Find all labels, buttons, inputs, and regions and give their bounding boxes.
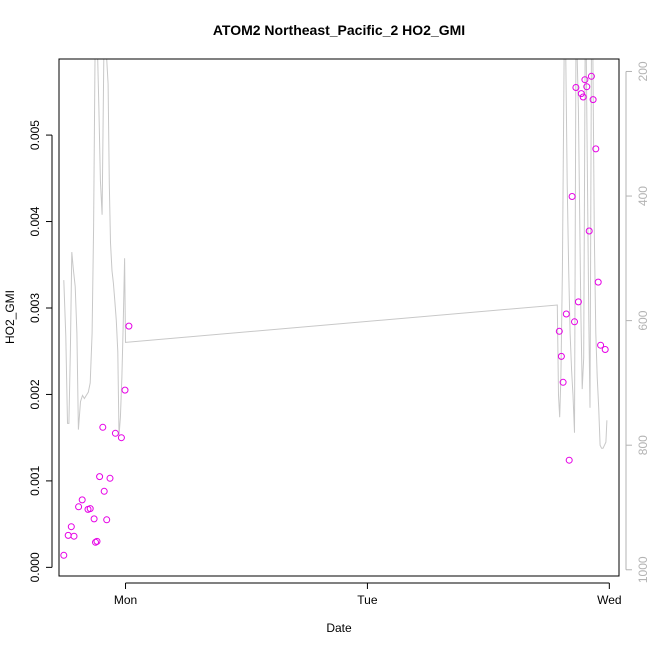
data-point <box>93 537 101 545</box>
data-point <box>117 434 125 442</box>
data-point <box>568 193 576 200</box>
y2-tick-label: 200 <box>636 61 650 81</box>
data-point <box>589 96 597 104</box>
data-point <box>585 227 593 235</box>
x-axis-label: Date <box>326 621 352 635</box>
y-axis: 0.000 0.001 0.002 0.003 0.004 0.005 <box>28 120 53 582</box>
y2-tick-label: 400 <box>636 186 650 206</box>
x-tick-label: Wed <box>597 593 621 607</box>
y-tick-label: 0.003 <box>28 293 42 323</box>
data-point <box>99 423 107 431</box>
data-point <box>70 532 78 540</box>
chart-title: ATOM2 Northeast_Pacific_2 HO2_GMI <box>213 22 465 38</box>
data-point <box>555 327 563 335</box>
data-point <box>577 90 585 98</box>
data-point <box>565 456 573 464</box>
x-tick-label: Tue <box>357 593 378 607</box>
data-point <box>579 93 587 101</box>
data-point <box>103 516 111 524</box>
y2-tick-label: 1000 <box>636 556 650 583</box>
y-tick-label: 0.005 <box>28 120 42 150</box>
data-point <box>106 474 114 482</box>
data-point <box>583 83 591 91</box>
y2-tick-label: 800 <box>636 435 650 455</box>
data-point <box>601 346 609 353</box>
data-point <box>571 318 578 326</box>
data-point <box>562 310 570 318</box>
data-point <box>581 76 589 84</box>
data-point <box>597 341 605 349</box>
y-tick-label: 0.001 <box>28 466 42 496</box>
data-point <box>121 386 129 394</box>
series-line <box>63 58 608 449</box>
y-tick-label: 0.000 <box>28 552 42 582</box>
y-tick-label: 0.002 <box>28 379 42 409</box>
data-point <box>125 322 133 330</box>
x-tick-label: Mon <box>114 593 137 607</box>
plot-frame <box>58 58 620 577</box>
data-point <box>67 523 75 531</box>
series-line-path <box>63 58 608 449</box>
data-point <box>557 352 565 360</box>
x-axis: Mon Tue Wed <box>114 582 622 607</box>
data-point <box>572 84 580 91</box>
data-point <box>90 515 98 523</box>
data-point <box>100 487 108 495</box>
data-point <box>64 531 72 539</box>
series-points <box>60 72 609 559</box>
data-point <box>592 145 600 153</box>
data-point <box>60 551 68 559</box>
data-point <box>559 378 567 386</box>
data-point <box>75 503 83 511</box>
data-point <box>574 298 582 306</box>
y-tick-label: 0.004 <box>28 206 42 236</box>
y-axis-label: HO2_GMI <box>3 290 17 344</box>
data-point <box>78 496 86 504</box>
data-point <box>594 278 602 286</box>
data-point <box>96 473 104 481</box>
y2-tick-label: 600 <box>636 310 650 330</box>
data-point <box>86 505 94 513</box>
y-axis-right: 200 400 600 800 1000 <box>625 61 650 583</box>
data-point <box>92 538 99 546</box>
data-point <box>111 429 119 437</box>
data-point <box>587 72 595 80</box>
